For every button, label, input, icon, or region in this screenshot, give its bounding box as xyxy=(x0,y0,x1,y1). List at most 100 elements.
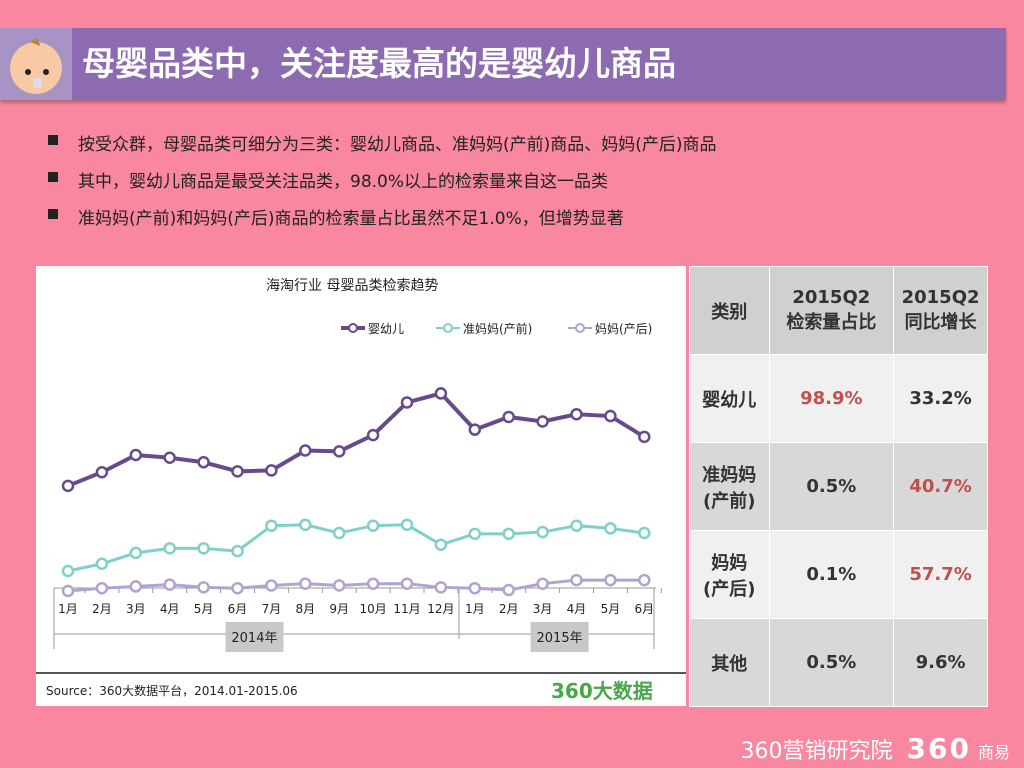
data-point xyxy=(502,527,515,541)
table-cell: 40.7% xyxy=(893,442,988,531)
data-point xyxy=(536,415,549,428)
legend-marker xyxy=(443,323,453,333)
data-point xyxy=(638,430,651,444)
data-point xyxy=(366,519,380,532)
x-tick-label: 2月 xyxy=(499,602,519,616)
data-point xyxy=(570,407,583,421)
data-point xyxy=(299,518,312,532)
data-point xyxy=(400,577,414,590)
data-point xyxy=(61,584,75,598)
data-point xyxy=(536,577,549,590)
table-row: 其他 0.5% 9.6% xyxy=(689,618,988,707)
data-point xyxy=(197,542,210,555)
table-cell: 妈妈 (产后) xyxy=(689,530,770,619)
data-point xyxy=(570,519,583,532)
bullet-square-icon xyxy=(48,135,58,145)
group-label: 2014年 xyxy=(231,631,277,646)
baby-face-icon xyxy=(0,28,72,100)
page-title: 母婴品类中，关注度最高的是婴幼儿商品 xyxy=(82,44,676,83)
table-cell: 33.2% xyxy=(893,354,988,443)
data-point xyxy=(400,396,414,409)
data-point xyxy=(468,423,482,436)
group-label: 2015年 xyxy=(537,631,583,646)
x-tick-label: 5月 xyxy=(601,602,621,616)
data-point xyxy=(95,557,109,571)
x-tick-label: 11月 xyxy=(393,602,420,616)
legend-label: 妈妈(产后) xyxy=(595,322,652,336)
bullet-square-icon xyxy=(48,172,58,182)
data-table: 类别 2015Q2 检索量占比 2015Q2 同比增长 婴幼儿 98.9% 33.2% 准妈妈(… xyxy=(689,266,988,707)
x-tick-label: 5月 xyxy=(194,602,214,616)
line-chart: 海淘行业 母婴品类检索趋势 婴幼儿 准妈妈(产前) 妈妈(产后) 1月 2月 3月 4月 5月 6… xyxy=(36,266,686,706)
x-tick-label: 6月 xyxy=(228,602,248,616)
table-cell: 其他 xyxy=(689,618,770,707)
table-header-cell: 2015Q2 同比增长 xyxy=(893,266,988,355)
data-point xyxy=(400,518,414,532)
data-point xyxy=(61,564,75,578)
x-tick-label: 7月 xyxy=(262,602,282,616)
legend-marker xyxy=(575,323,585,333)
data-point xyxy=(231,581,244,595)
data-point xyxy=(332,579,346,592)
data-point xyxy=(299,577,312,590)
data-point xyxy=(366,428,380,442)
series-line xyxy=(67,391,646,488)
table-cell: 98.9% xyxy=(768,354,895,443)
bullet-item: 按受众群，母婴品类可细分为三类：婴幼儿商品、准妈妈(产前)商品、妈妈(产后)商品 xyxy=(48,130,717,167)
brand-text: 商易 xyxy=(977,743,1010,762)
data-point xyxy=(197,456,210,469)
brand-360-research: 360营销研究院 xyxy=(740,738,893,764)
x-tick-label: 4月 xyxy=(567,602,587,616)
table-header-cell: 类别 xyxy=(689,266,770,355)
bullet-square-icon xyxy=(48,209,58,219)
table-cell: 57.7% xyxy=(893,530,988,619)
footer-brands: 360营销研究院 360 商易 xyxy=(741,732,1010,765)
data-point xyxy=(163,451,176,464)
data-point xyxy=(332,526,346,540)
bullet-text: 按受众群，母婴品类可细分为三类：婴幼儿商品、准妈妈(产前)商品、妈妈(产后)商品 xyxy=(78,135,717,155)
legend-label: 准妈妈(产前) xyxy=(463,321,532,336)
source-text: Source：360大数据平台，2014.01-2015.06 xyxy=(46,683,298,698)
group-label-box xyxy=(225,622,284,652)
data-point xyxy=(604,522,617,535)
data-point xyxy=(163,542,176,555)
data-point xyxy=(129,580,143,593)
data-point xyxy=(129,448,143,462)
data-point xyxy=(299,444,312,457)
table-header-cell: 2015Q2 检索量占比 xyxy=(768,266,895,355)
bullet-list: 按受众群，母婴品类可细分为三类：婴幼儿商品、准妈妈(产前)商品、妈妈(产后)商品… xyxy=(48,130,717,241)
data-point xyxy=(434,387,448,400)
brand-logo: 360大数据 xyxy=(551,679,653,703)
x-tick-label: 2月 xyxy=(92,602,112,616)
brand-number: 360 xyxy=(906,732,971,765)
legend-label: 婴幼儿 xyxy=(368,322,404,336)
data-point xyxy=(604,573,617,587)
data-point xyxy=(231,465,244,478)
data-point xyxy=(61,479,75,493)
bullet-text: 准妈妈(产前)和妈妈(产后)商品的检索量占比虽然不足1.0%，但增势显著 xyxy=(78,209,624,229)
data-point xyxy=(468,527,482,541)
data-point xyxy=(502,410,515,424)
data-point xyxy=(163,578,176,591)
table-row: 婴幼儿 98.9% 33.2% xyxy=(689,354,988,443)
series-line xyxy=(67,523,645,573)
table-row: 妈妈 (产后) 0.1% 57.7% xyxy=(689,530,988,619)
table-cell: 准妈妈 (产前) xyxy=(689,442,770,531)
table-cell: 0.5% xyxy=(768,618,895,707)
bullet-item: 准妈妈(产前)和妈妈(产后)商品的检索量占比虽然不足1.0%，但增势显著 xyxy=(48,204,717,241)
x-tick-label: 4月 xyxy=(160,602,180,616)
data-point xyxy=(265,519,278,532)
data-point xyxy=(265,464,278,477)
data-point xyxy=(604,409,617,423)
table-cell: 9.6% xyxy=(893,618,988,707)
x-tick-label: 12月 xyxy=(427,602,454,616)
data-point xyxy=(434,538,448,551)
data-point xyxy=(502,583,515,597)
x-tick-label: 6月 xyxy=(634,602,654,616)
data-point xyxy=(265,579,278,592)
x-tick-label: 9月 xyxy=(329,602,349,616)
x-tick-label: 10月 xyxy=(359,602,386,616)
data-point xyxy=(332,445,346,458)
table-cell: 婴幼儿 xyxy=(689,354,770,443)
data-point xyxy=(197,581,210,594)
